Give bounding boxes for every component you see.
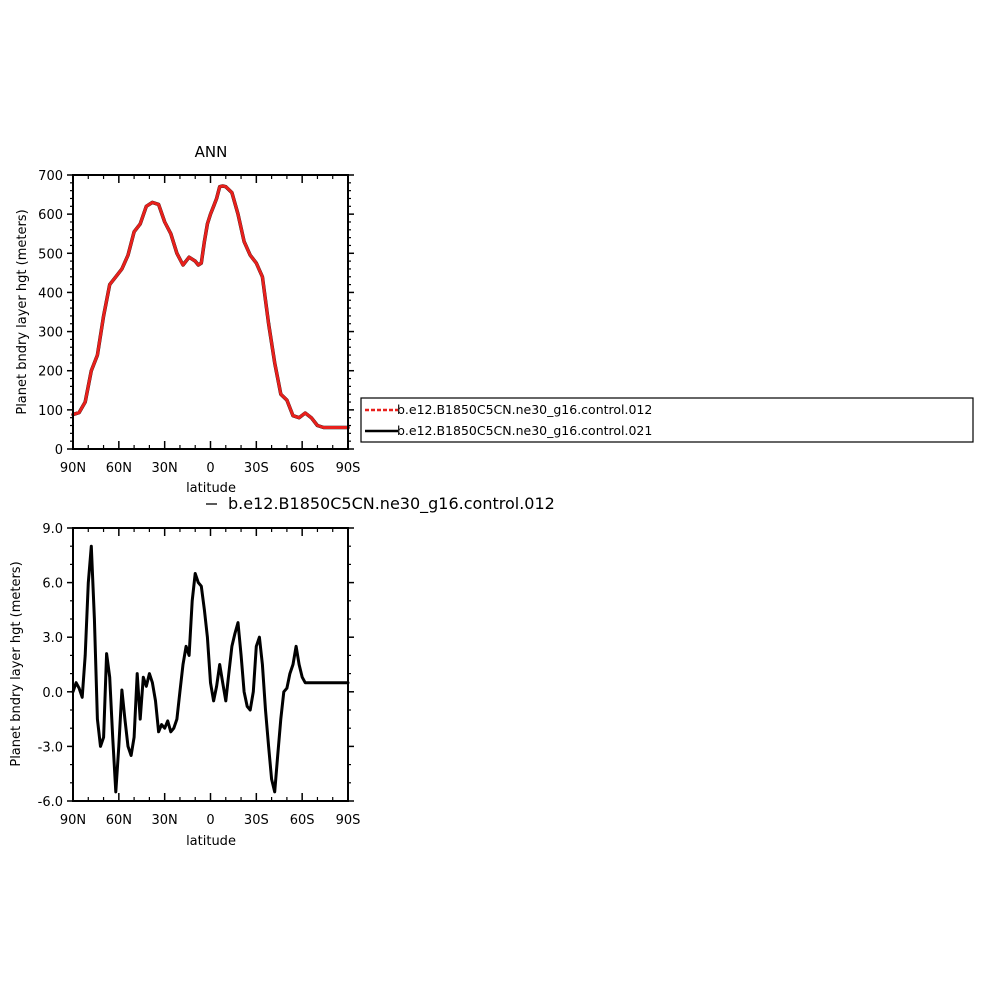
bottom-panel-y-tick-label: 3.0 bbox=[42, 631, 63, 646]
bottom-panel-series bbox=[71, 544, 350, 794]
bottom-panel-frame bbox=[72, 527, 349, 802]
top-panel-y-tick-label: 400 bbox=[38, 286, 63, 301]
top-panel-x-tick-label: 60N bbox=[106, 461, 132, 476]
top-panel-y-tick-label: 300 bbox=[38, 326, 63, 341]
bottom-panel-y-tick-label: 6.0 bbox=[42, 577, 63, 592]
top-panel-series bbox=[71, 184, 350, 430]
top-panel-y-tick-label: 200 bbox=[38, 365, 63, 380]
top-panel-x-tick-label: 90N bbox=[60, 461, 86, 476]
bottom-panel-x-tick-labels: 90N 60N 30N 0 30S 60S 90S bbox=[60, 813, 361, 828]
top-panel-x-tick-label: 30N bbox=[152, 461, 178, 476]
legend-box bbox=[360, 397, 974, 443]
bottom-panel: b.e12.B1850C5CN.ne30_g16.control.012 90N… bbox=[9, 494, 555, 849]
bottom-panel-x-axis-label: latitude bbox=[186, 834, 236, 849]
top-panel-x-tick-label: 60S bbox=[290, 461, 315, 476]
top-panel-series-line-b-e12-b1850c5cn-ne30-g16-control-012 bbox=[71, 184, 350, 429]
top-panel-x-tick-label: 0 bbox=[206, 461, 214, 476]
bottom-panel-x-tick-label: 30S bbox=[244, 813, 269, 828]
bottom-panel-y-tick-label: -3.0 bbox=[38, 740, 63, 755]
top-panel-x-tick-label: 90S bbox=[336, 461, 361, 476]
bottom-panel-x-tick-label: 0 bbox=[206, 813, 214, 828]
bottom-panel-x-tick-label: 30N bbox=[152, 813, 178, 828]
top-panel-x-tick-label: 30S bbox=[244, 461, 269, 476]
bottom-panel-y-axis-label: Planet bndry layer hgt (meters) bbox=[9, 561, 24, 766]
top-panel-y-tick-label: 500 bbox=[38, 247, 63, 262]
bottom-panel-x-tick-label: 90S bbox=[336, 813, 361, 828]
bottom-panel-x-tick-label: 60S bbox=[290, 813, 315, 828]
top-panel: ANN 90N 60N 30N 0 30S 60S 90S 0 100 200 300 400 500… bbox=[15, 143, 360, 496]
legend-label-control-021: b.e12.B1850C5CN.ne30_g16.control.021 bbox=[397, 423, 652, 438]
top-panel-y-tick-label: 0 bbox=[55, 443, 63, 458]
bottom-panel-x-tick-label: 60N bbox=[106, 813, 132, 828]
top-panel-x-axis-label: latitude bbox=[186, 481, 236, 496]
bottom-panel-y-tick-label: 9.0 bbox=[42, 522, 63, 537]
top-panel-y-axis-label: Planet bndry layer hgt (meters) bbox=[15, 209, 30, 414]
legend-label-control-012: b.e12.B1850C5CN.ne30_g16.control.012 bbox=[397, 402, 652, 417]
top-panel-x-tick-labels: 90N 60N 30N 0 30S 60S 90S bbox=[60, 461, 361, 476]
bottom-panel-y-tick-label: 0.0 bbox=[42, 686, 63, 701]
top-panel-y-tick-label: 600 bbox=[38, 208, 63, 223]
top-panel-y-tick-label: 700 bbox=[38, 169, 63, 184]
bottom-panel-x-tick-label: 90N bbox=[60, 813, 86, 828]
top-panel-y-tick-label: 100 bbox=[38, 404, 63, 419]
top-panel-title: ANN bbox=[195, 143, 228, 161]
top-panel-y-tick-labels: 0 100 200 300 400 500 600 700 bbox=[38, 169, 63, 458]
legend: b.e12.B1850C5CN.ne30_g16.control.012 b.e… bbox=[360, 397, 974, 443]
bottom-panel-title: b.e12.B1850C5CN.ne30_g16.control.012 bbox=[228, 494, 555, 514]
bottom-panel-y-tick-labels: -6.0 -3.0 0.0 3.0 6.0 9.0 bbox=[38, 522, 63, 810]
bottom-panel-series-line-b-e12-b1850c5cn-ne30-g16-control-012 bbox=[71, 544, 350, 794]
top-panel-frame bbox=[72, 174, 349, 450]
bottom-panel-y-tick-label: -6.0 bbox=[38, 795, 63, 810]
